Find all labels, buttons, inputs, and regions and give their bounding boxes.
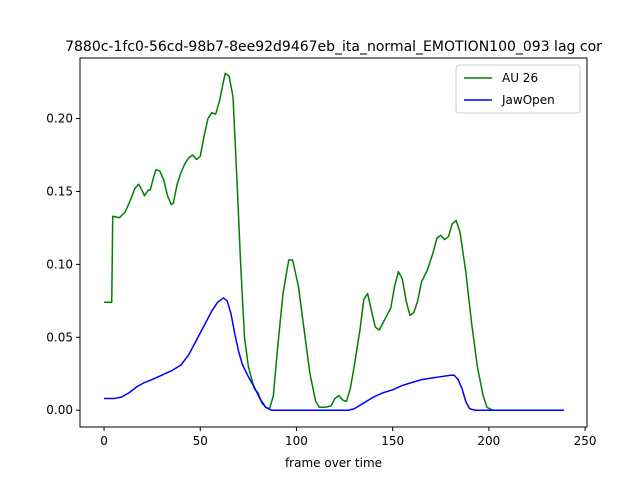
y-tick-label: 0.15 <box>46 184 73 198</box>
y-tick-label: 0.20 <box>46 112 73 126</box>
x-tick-label: 100 <box>285 434 308 448</box>
x-axis: 0 50 100 150 200 250 <box>100 427 597 448</box>
series-layer <box>104 72 564 411</box>
legend-label: AU 26 <box>502 71 538 85</box>
series-line-jawopen <box>104 297 564 411</box>
y-axis: 0.00 0.05 0.10 0.15 0.20 <box>46 112 80 417</box>
legend: AU 26 JawOpen <box>455 64 581 114</box>
x-tick-label: 50 <box>193 434 208 448</box>
y-tick-label: 0.00 <box>46 403 73 417</box>
x-tick-label: 250 <box>574 434 597 448</box>
x-axis-label: frame over time <box>285 456 382 470</box>
series-line-au-26 <box>104 72 564 411</box>
chart-title: 7880c-1fc0-56cd-98b7-8ee92d9467eb_ita_no… <box>65 39 602 55</box>
legend-box <box>455 64 581 114</box>
x-tick-label: 150 <box>381 434 404 448</box>
plot-frame <box>79 57 588 428</box>
x-tick-label: 200 <box>477 434 500 448</box>
y-tick-label: 0.05 <box>46 330 73 344</box>
x-tick-label: 0 <box>100 434 108 448</box>
legend-label: JawOpen <box>501 93 555 107</box>
y-tick-label: 0.10 <box>46 257 73 271</box>
